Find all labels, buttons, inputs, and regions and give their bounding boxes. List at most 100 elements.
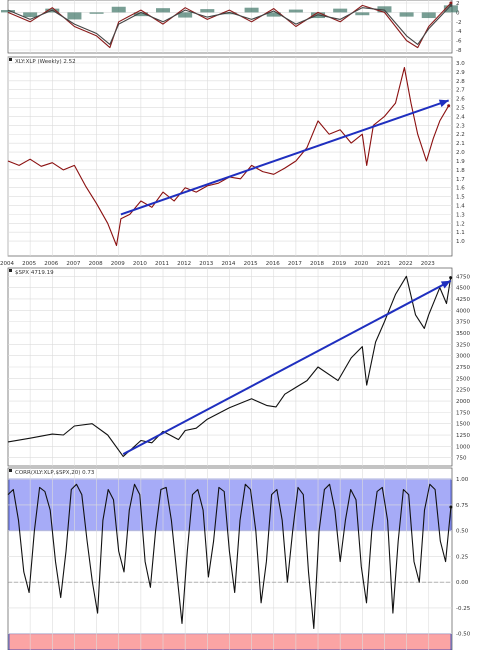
y-tick-label: 1.2 bbox=[456, 221, 465, 227]
panel-title: CORR(XLY:XLP,$SPX,20) 0.73 bbox=[15, 470, 95, 476]
panel-3: 1.00 0.75 0.50 0.25 0.00 -0.25 -0.50 CORR(XLY:X… bbox=[7, 467, 471, 650]
x-tick-label: 2006 bbox=[44, 261, 58, 267]
trendline-arrowhead bbox=[438, 99, 449, 108]
trendline-arrowhead bbox=[440, 280, 451, 289]
y-tick-label: -8 bbox=[456, 48, 462, 54]
x-tick-label: 2013 bbox=[199, 261, 213, 267]
panel-0: 2 0 -2 -4 -6 -8 bbox=[1, 0, 462, 54]
y-tick-label: 2.2 bbox=[456, 132, 465, 138]
series-line-2 bbox=[7, 5, 452, 45]
x-tick-label: 2004 bbox=[0, 261, 14, 267]
histogram-bar bbox=[23, 12, 38, 18]
x-tick-label: 2020 bbox=[354, 261, 368, 267]
title-marker bbox=[9, 469, 12, 472]
histogram-bar bbox=[421, 12, 436, 19]
x-tick-label: 2007 bbox=[66, 261, 80, 267]
y-tick-label: 2.4 bbox=[456, 114, 465, 120]
y-tick-label: 0.25 bbox=[456, 554, 469, 560]
histogram-bar bbox=[200, 9, 215, 13]
y-tick-label: 4750 bbox=[456, 274, 470, 280]
y-tick-label: 2.0 bbox=[456, 150, 465, 156]
x-tick-label: 2008 bbox=[89, 261, 103, 267]
y-tick-label: 2.6 bbox=[456, 97, 465, 103]
histogram-bar bbox=[288, 9, 303, 13]
trendline bbox=[122, 279, 452, 455]
histogram-bar bbox=[178, 12, 193, 18]
y-tick-label: 1.8 bbox=[456, 168, 465, 174]
x-tick-label: 2023 bbox=[421, 261, 435, 267]
panel-frame bbox=[7, 0, 453, 54]
x-tick-label: 2017 bbox=[288, 261, 302, 267]
y-tick-label: 1250 bbox=[456, 433, 470, 439]
x-tick-label: 2010 bbox=[133, 261, 147, 267]
y-tick-label: -0.25 bbox=[456, 606, 471, 612]
y-tick-label: 2750 bbox=[456, 365, 470, 371]
histogram-bar bbox=[266, 12, 281, 17]
y-tick-label: 2.8 bbox=[456, 79, 465, 85]
histogram-bar bbox=[244, 7, 259, 13]
histogram-bar bbox=[399, 12, 414, 17]
panel-title: XLY:XLP (Weekly) 2.52 bbox=[15, 59, 76, 65]
y-tick-label: 3.0 bbox=[456, 61, 465, 67]
last-value-point bbox=[447, 104, 451, 108]
y-tick-label: 1500 bbox=[456, 422, 470, 428]
y-tick-label: 2250 bbox=[456, 388, 470, 394]
series-line-0 bbox=[7, 483, 452, 630]
trendline bbox=[120, 99, 450, 216]
y-tick-label: 1.5 bbox=[456, 195, 465, 201]
y-tick-label: 3250 bbox=[456, 342, 470, 348]
y-tick-label: 1.1 bbox=[456, 230, 465, 236]
y-tick-label: 1750 bbox=[456, 410, 470, 416]
y-tick-label: 4500 bbox=[456, 286, 470, 292]
last-value-point bbox=[449, 505, 453, 509]
y-tick-label: 4250 bbox=[456, 297, 470, 303]
y-tick-label: 0.75 bbox=[456, 503, 469, 509]
x-tick-label: 2016 bbox=[266, 261, 280, 267]
title-marker bbox=[9, 269, 12, 272]
last-value-point bbox=[449, 276, 453, 280]
y-tick-label: 1.7 bbox=[456, 177, 465, 183]
y-tick-label: 2.5 bbox=[456, 106, 465, 112]
y-tick-label: 1.0 bbox=[456, 239, 465, 245]
y-tick-label: 2500 bbox=[456, 376, 470, 382]
histogram-bar bbox=[111, 6, 126, 13]
y-tick-label: 0.00 bbox=[456, 580, 469, 586]
panel-2: 4750 4500 4250 4000 3750 3500 3250 3000 2750 2500… bbox=[7, 267, 470, 467]
y-tick-label: 3500 bbox=[456, 331, 470, 337]
y-tick-label: 1000 bbox=[456, 444, 470, 450]
y-tick-label: 1.6 bbox=[456, 186, 465, 192]
y-tick-label: 1.3 bbox=[456, 212, 465, 218]
x-tick-label: 2014 bbox=[221, 261, 235, 267]
y-tick-label: 0 bbox=[456, 10, 460, 16]
histogram-bar bbox=[156, 8, 171, 13]
y-tick-label: 2.9 bbox=[456, 70, 465, 76]
y-tick-label: 1.9 bbox=[456, 159, 465, 165]
histogram-bar bbox=[377, 6, 392, 13]
y-tick-label: 3000 bbox=[456, 354, 470, 360]
title-marker bbox=[9, 58, 12, 61]
series-line-1 bbox=[7, 2, 452, 49]
histogram-bar bbox=[89, 12, 104, 14]
x-tick-label: 2005 bbox=[22, 261, 36, 267]
panel-frame bbox=[7, 467, 453, 650]
histogram-bar bbox=[355, 12, 370, 16]
y-tick-label: 1.00 bbox=[456, 477, 469, 483]
series-line-0 bbox=[7, 275, 452, 457]
x-tick-label: 2012 bbox=[177, 261, 191, 267]
histogram-bar bbox=[1, 10, 15, 13]
y-tick-label: 4000 bbox=[456, 308, 470, 314]
y-tick-label: 2 bbox=[456, 1, 460, 7]
y-tick-label: -0.50 bbox=[456, 632, 471, 638]
y-tick-label: 3750 bbox=[456, 320, 470, 326]
x-tick-label: 2009 bbox=[111, 261, 125, 267]
y-tick-label: 2.7 bbox=[456, 88, 465, 94]
histogram-bar bbox=[67, 12, 82, 20]
y-tick-label: 750 bbox=[456, 456, 467, 462]
series-line-0 bbox=[7, 66, 450, 247]
y-tick-label: 0.50 bbox=[456, 529, 469, 535]
histogram-bar bbox=[133, 12, 148, 17]
y-tick-label: 2.3 bbox=[456, 123, 465, 129]
y-tick-label: -2 bbox=[456, 20, 461, 26]
panel-1: 3.0 2.9 2.8 2.7 2.6 2.5 2.4 2.3 2.2 2.1 2.0 1.9 1.8 1… bbox=[0, 56, 465, 267]
